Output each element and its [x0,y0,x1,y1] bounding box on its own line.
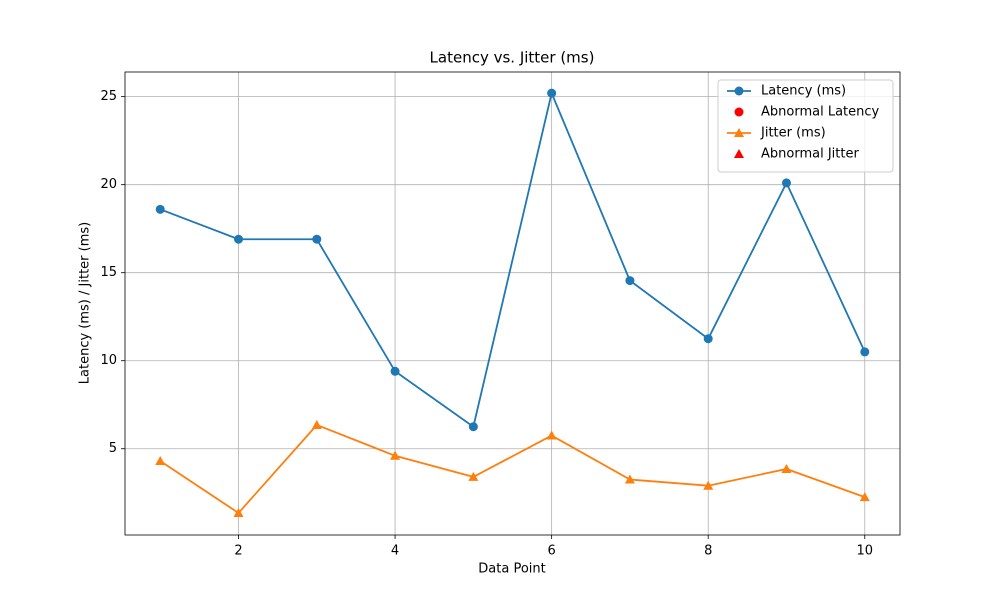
marker [625,276,635,286]
legend-label: Abnormal Latency [761,105,880,120]
marker [155,204,165,214]
marker [312,234,322,244]
marker [781,463,792,473]
y-axis-label: Latency (ms) / Jitter (ms) [78,222,93,384]
x-tick-label: 2 [234,544,242,559]
marker [468,471,479,481]
legend-box [717,79,894,173]
x-tick-label: 8 [704,544,712,559]
legend-label: Jitter (ms) [760,126,826,141]
marker [546,430,557,440]
marker [234,234,244,244]
y-tick-label: 20 [100,177,117,192]
plot-frame [124,71,901,536]
legend-label: Abnormal Jitter [761,147,859,162]
marker [468,422,478,432]
marker [624,474,635,484]
legend-label: Latency (ms) [761,84,846,99]
marker [233,507,244,517]
marker [781,178,791,188]
marker [860,347,870,357]
marker [703,334,713,344]
marker [311,419,322,429]
y-tick-label: 10 [100,353,117,368]
x-tick-label: 4 [391,544,399,559]
marker [734,107,744,117]
y-tick-label: 5 [109,441,117,456]
marker [547,88,557,98]
marker [734,149,744,158]
marker [390,450,401,460]
x-tick-label: 6 [548,544,556,559]
x-tick-label: 10 [856,544,873,559]
y-tick-label: 25 [100,89,117,104]
marker [859,492,870,502]
marker [703,480,714,490]
chart-title: Latency vs. Jitter (ms) [430,49,595,67]
x-axis-label: Data Point [478,562,545,577]
y-tick-label: 15 [100,265,117,280]
marker [734,128,744,137]
series-line [159,423,866,515]
marker [155,456,166,466]
marker [390,366,400,376]
series-line [159,90,866,429]
legend: Latency (ms) Abnormal Latency Jitter (ms) A… [717,79,894,173]
marker [734,86,744,96]
